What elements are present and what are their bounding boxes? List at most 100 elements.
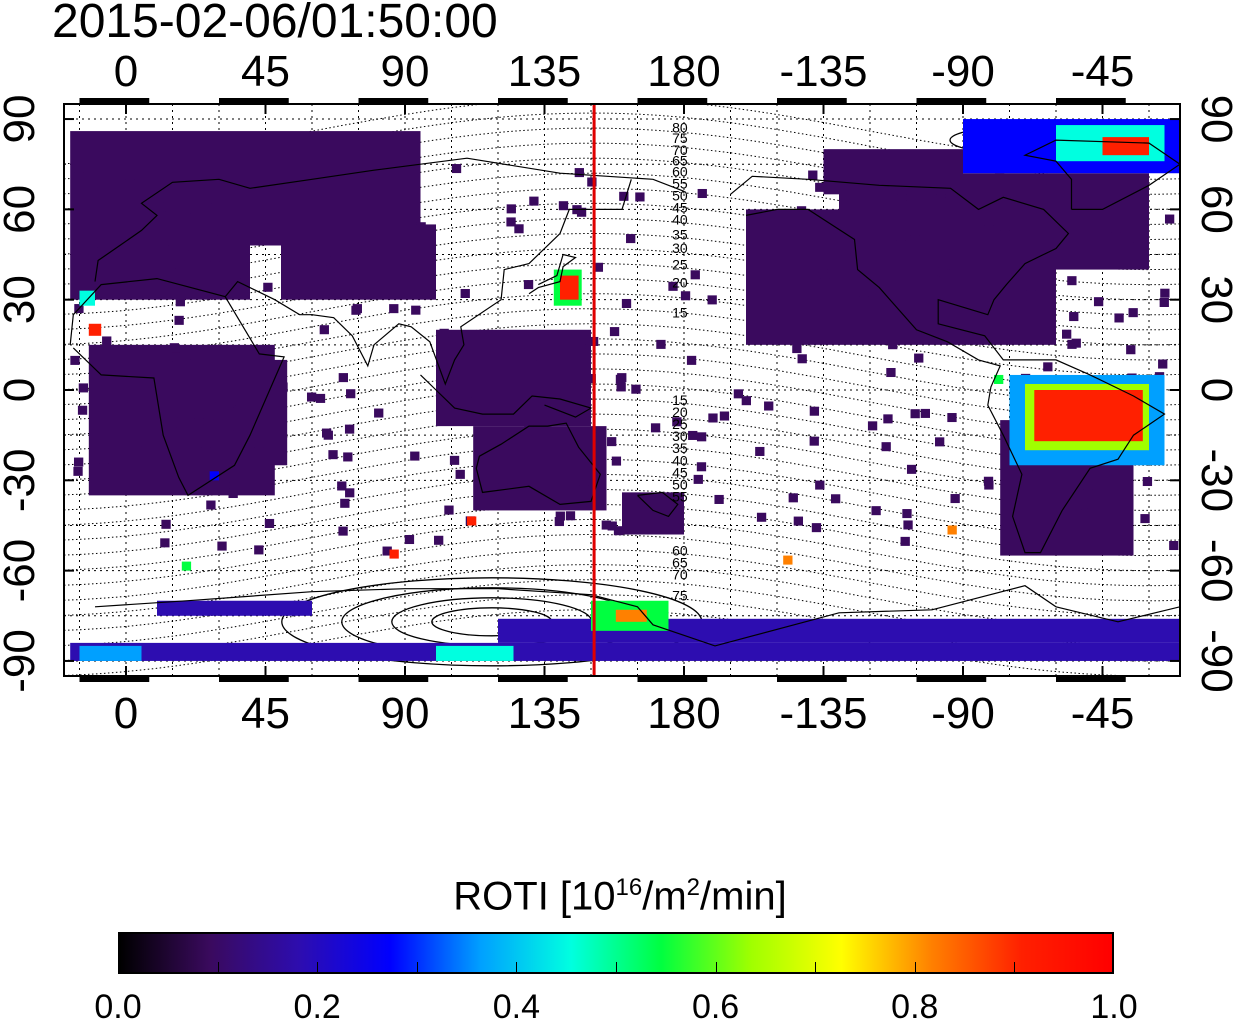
roti-patch [823, 149, 963, 195]
roti-map: 8075706560555045403530252015152025303540… [0, 47, 1240, 738]
roti-patch [741, 396, 751, 406]
roti-patch [213, 419, 223, 429]
roti-patch [755, 446, 765, 456]
roti-patch [615, 609, 647, 622]
y-tick-label-right: -30 [1192, 449, 1240, 513]
roti-patch [451, 164, 462, 174]
roti-patch [555, 511, 565, 521]
roti-patch [668, 281, 678, 291]
roti-patch [797, 354, 807, 364]
roti-patch [210, 261, 220, 271]
y-tick-label-right: 30 [1192, 275, 1240, 324]
roti-patch [374, 408, 384, 418]
roti-patch [554, 517, 565, 527]
roti-patch [994, 374, 1004, 384]
contour-label: 40 [672, 452, 688, 468]
roti-patch [808, 170, 818, 180]
roti-patch [220, 482, 230, 492]
roti-patch [77, 405, 88, 415]
contour-label: 15 [672, 392, 688, 408]
axis-tick-marks [64, 98, 1180, 682]
roti-patch [950, 494, 960, 504]
roti-patch [802, 270, 813, 280]
x-tick-label-bottom: -90 [931, 689, 995, 738]
roti-patch [281, 224, 436, 300]
x-tick-label-bottom: 45 [241, 689, 290, 738]
colorbar-minor-tick [815, 962, 817, 974]
x-tick-label-top: -135 [779, 47, 867, 96]
contour-label: 70 [672, 567, 688, 583]
roti-patch [462, 388, 472, 398]
roti-patch [601, 520, 611, 530]
roti-patch [436, 645, 514, 661]
contour-label: 30 [672, 428, 688, 444]
contour-label: 25 [672, 416, 688, 432]
axis-tick-labels: 0 0 45 45 90 90 135 135 180 180 -135 -135 -90 -90 -45 -… [0, 47, 1240, 738]
coastline [224, 179, 632, 386]
roti-patch [897, 191, 907, 201]
roti-patch [1081, 508, 1091, 518]
roti-patch [340, 498, 350, 508]
roti-patch [1159, 297, 1169, 307]
roti-data-layer [70, 119, 1180, 661]
roti-patch [1077, 500, 1088, 510]
roti-patch [553, 398, 564, 408]
coastline [420, 374, 593, 418]
colorbar-tick-label: 0.0 [94, 988, 142, 1026]
colorbar-minor-tick [416, 962, 418, 974]
roti-patch [209, 471, 219, 481]
roti-patch [793, 516, 804, 526]
x-tick-label-top: 180 [647, 47, 720, 96]
roti-patch [434, 535, 444, 545]
roti-patch [650, 423, 661, 433]
contour-label: 60 [672, 163, 688, 179]
roti-patch [175, 297, 185, 307]
roti-patch [439, 328, 449, 338]
roti-patch [1158, 359, 1168, 369]
roti-patch [1026, 290, 1036, 300]
colorbar-minor-tick [914, 962, 916, 974]
colorbar-tick-label: 0.8 [891, 988, 939, 1026]
roti-patch [254, 438, 264, 448]
roti-patch [690, 270, 700, 280]
roti-patch [892, 295, 902, 305]
coastline [730, 175, 1166, 554]
colorbar-tick-label: 1.0 [1090, 988, 1138, 1026]
roti-patch [756, 512, 767, 522]
roti-patch [830, 494, 841, 504]
roti-patch [525, 396, 536, 406]
colorbar-minor-tick [616, 962, 617, 974]
roti-patch [233, 405, 244, 415]
coastlines [69, 139, 1180, 647]
coastline [94, 157, 685, 282]
roti-patch [240, 269, 250, 279]
roti-patch [903, 520, 913, 530]
roti-patch [444, 505, 454, 515]
roti-patch [825, 313, 836, 323]
roti-patch [910, 235, 920, 245]
roti-patch [473, 426, 607, 511]
roti-patch [145, 382, 156, 392]
roti-patch [1067, 276, 1077, 286]
colorbar-title: ROTI [1016/m2/min] [453, 874, 787, 919]
roti-patch [714, 494, 724, 504]
y-tick-label-right: 90 [1192, 95, 1240, 144]
contour-label: 75 [672, 588, 688, 604]
roti-patch [259, 355, 270, 365]
roti-patch [1142, 476, 1153, 487]
roti-patch [245, 186, 255, 196]
roti-patch [733, 389, 744, 399]
roti-patch [983, 476, 994, 486]
roti-patch [631, 515, 642, 525]
y-tick-label-right: -60 [1192, 539, 1240, 603]
roti-patch [867, 421, 878, 431]
roti-patch [1111, 232, 1121, 242]
contour-label: 35 [672, 226, 688, 242]
colorbar-minor-tick [715, 962, 717, 974]
roti-patch [587, 177, 597, 187]
roti-patch [841, 246, 851, 256]
contour-label: 80 [672, 120, 688, 136]
roti-patch [796, 206, 807, 216]
roti-patch [1128, 308, 1138, 318]
roti-patch [203, 372, 213, 382]
